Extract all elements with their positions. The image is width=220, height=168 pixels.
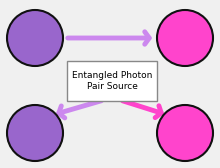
- Circle shape: [7, 105, 63, 161]
- Circle shape: [157, 10, 213, 66]
- Text: Entangled Photon
Pair Source: Entangled Photon Pair Source: [72, 71, 152, 91]
- Circle shape: [157, 105, 213, 161]
- FancyBboxPatch shape: [67, 61, 157, 101]
- Circle shape: [7, 10, 63, 66]
- Text: Quantum Frequency
Converter: Quantum Frequency Converter: [64, 0, 156, 2]
